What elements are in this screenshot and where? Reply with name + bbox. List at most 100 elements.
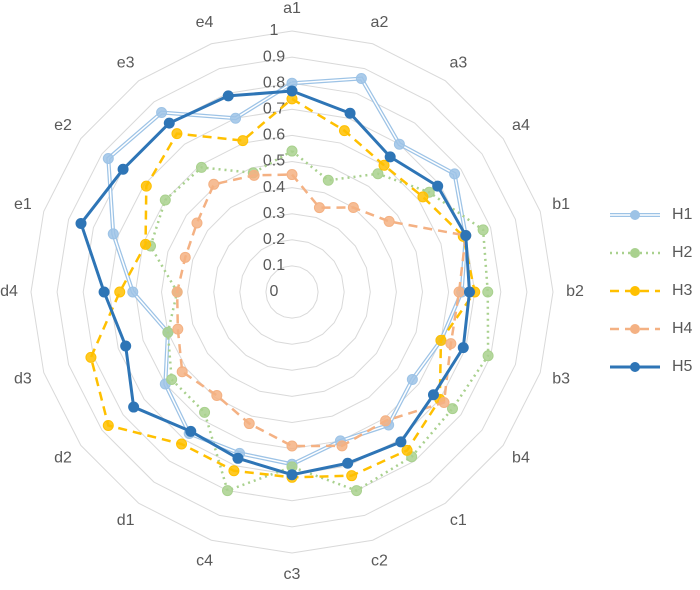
grid-ring — [82, 82, 502, 502]
r-tick-label: 1 — [270, 22, 279, 39]
series-point — [355, 73, 367, 85]
grid-ring — [30, 30, 554, 554]
legend-label: H1 — [672, 206, 693, 223]
legend-marker — [630, 362, 640, 372]
series-point — [435, 334, 447, 346]
category-label: c1 — [450, 512, 467, 529]
series-point — [176, 366, 188, 378]
series-point — [102, 419, 114, 431]
category-label: d4 — [0, 283, 18, 300]
series-point — [117, 163, 129, 175]
series-point — [286, 85, 298, 97]
series-point — [482, 286, 494, 298]
series-point — [347, 202, 359, 214]
category-label: e1 — [14, 196, 32, 213]
series-point — [449, 168, 461, 180]
legend-marker — [630, 324, 640, 334]
series-point — [346, 470, 358, 482]
series-point — [191, 217, 203, 229]
series-point — [221, 485, 233, 497]
r-tick-label: 0.5 — [263, 153, 285, 170]
series-point — [378, 159, 390, 171]
category-label: b2 — [566, 283, 584, 300]
series-line — [175, 173, 468, 448]
series-point — [128, 401, 140, 413]
legend-marker — [630, 248, 640, 258]
series-point — [163, 117, 175, 129]
series-point — [482, 350, 494, 362]
series-point — [156, 107, 168, 119]
series-point — [208, 178, 220, 190]
series-point — [230, 112, 242, 124]
series-point — [85, 351, 97, 363]
category-label: a1 — [283, 0, 301, 17]
category-label: c3 — [284, 566, 301, 583]
series-point — [176, 438, 188, 450]
series-point — [344, 107, 356, 119]
series-point — [406, 373, 418, 385]
series-point — [384, 151, 396, 163]
grid-ring — [56, 56, 528, 528]
category-label: d2 — [54, 450, 72, 467]
series-point — [336, 440, 348, 452]
series-point — [179, 251, 191, 263]
series-point — [172, 323, 184, 335]
r-tick-label: 0.1 — [263, 257, 285, 274]
series-point — [195, 161, 207, 173]
category-label: d3 — [14, 371, 32, 388]
category-label: a2 — [371, 14, 389, 31]
series-point — [166, 373, 178, 385]
series-point — [417, 191, 429, 203]
r-tick-label: 0 — [270, 283, 279, 300]
category-label: e3 — [117, 54, 135, 71]
series-point — [446, 403, 458, 415]
series-point — [222, 90, 234, 102]
legend-label: H5 — [672, 358, 693, 375]
series-point — [342, 457, 354, 469]
series-point — [237, 135, 249, 147]
grid-ring — [265, 265, 319, 319]
series-point — [286, 440, 298, 452]
r-tick-label: 0.9 — [263, 48, 285, 65]
legend-label: H3 — [672, 282, 693, 299]
series-point — [445, 338, 457, 350]
grid-ring — [239, 239, 345, 345]
series-point — [140, 238, 152, 250]
series-point — [322, 174, 334, 186]
legend-label: H2 — [672, 244, 693, 261]
r-tick-label: 0.8 — [263, 74, 285, 91]
series-point — [171, 286, 183, 298]
grid-ring — [160, 160, 424, 424]
category-label: c2 — [371, 552, 388, 569]
series-point — [286, 469, 298, 481]
series-point — [427, 389, 439, 401]
category-label: a4 — [512, 117, 530, 134]
r-tick-label: 0.2 — [263, 231, 285, 248]
series-point — [380, 415, 392, 427]
r-tick-label: 0.4 — [263, 179, 285, 196]
series-point — [98, 286, 110, 298]
series-point — [463, 286, 475, 298]
r-tick-label: 0.7 — [263, 101, 285, 118]
series-point — [120, 340, 132, 352]
series-point — [460, 230, 472, 242]
series-point — [140, 180, 152, 192]
series-point — [107, 228, 119, 240]
series-point — [171, 128, 183, 140]
series-point — [211, 389, 223, 401]
series-point — [127, 286, 139, 298]
grid-ring — [187, 187, 397, 397]
category-label: a3 — [449, 54, 467, 71]
series-point — [313, 202, 325, 214]
series-point — [232, 452, 244, 464]
r-tick-label: 0.6 — [263, 127, 285, 144]
series-point — [286, 145, 298, 157]
series-point — [185, 425, 197, 437]
series-point — [243, 418, 255, 430]
series-point — [453, 286, 465, 298]
series-point — [159, 194, 171, 206]
series-point — [457, 342, 469, 354]
legend-marker — [630, 210, 640, 220]
series-point — [248, 169, 260, 181]
